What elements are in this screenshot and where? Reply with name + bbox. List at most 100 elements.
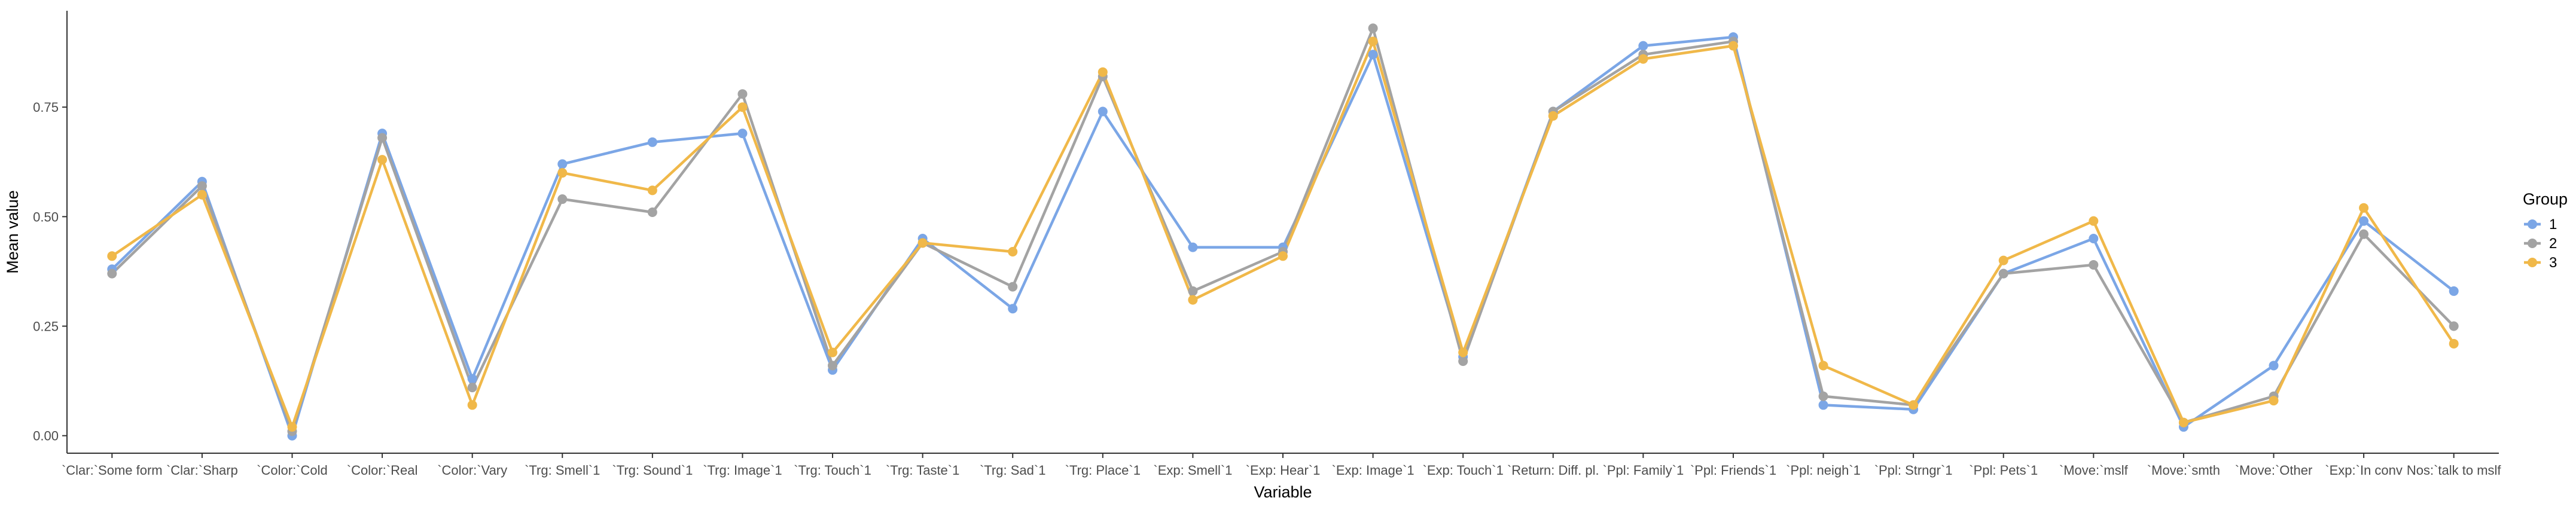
legend-title: Group — [2523, 190, 2568, 208]
x-tick-label: `Trg: Taste`1 — [886, 463, 959, 478]
data-point-1 — [1188, 242, 1198, 252]
x-tick-label: Nos:`talk to mslf — [2407, 463, 2502, 478]
x-tick-label: `Exp: Smell`1 — [1153, 463, 1232, 478]
data-point-1 — [1008, 304, 1018, 314]
legend-key-point-2 — [2528, 239, 2537, 248]
y-axis-ticks: 0.00 0.25 0.50 0.75 — [33, 100, 67, 444]
data-point-3 — [1188, 295, 1198, 305]
data-point-3 — [647, 185, 657, 196]
data-point-3 — [2359, 203, 2369, 213]
x-tick-label: `Color:`Vary — [437, 463, 507, 478]
data-point-1 — [1368, 50, 1378, 60]
data-point-3 — [287, 422, 297, 432]
data-point-2 — [1008, 282, 1018, 292]
data-point-2 — [107, 268, 117, 279]
x-tick-label: `Trg: Smell`1 — [525, 463, 600, 478]
series-lines — [111, 27, 2455, 437]
x-tick-label: `Exp:`In conv — [2325, 463, 2403, 478]
data-point-3 — [2089, 216, 2099, 226]
data-point-2 — [1368, 23, 1378, 33]
y-axis-title: Mean value — [4, 190, 22, 274]
data-point-3 — [1548, 111, 1558, 121]
data-point-3 — [1458, 347, 1468, 358]
x-tick-label: `Move:`Other — [2235, 463, 2313, 478]
x-axis-ticks: `Clar:`Some form `Clar:`Sharp `Color:`Cold… — [62, 453, 2501, 478]
x-tick-label: `Ppl: Pets`1 — [1969, 463, 2038, 478]
legend: Group 1 2 3 — [2523, 190, 2568, 271]
x-tick-label: `Trg: Touch`1 — [794, 463, 871, 478]
data-point-1 — [467, 374, 477, 384]
x-tick-label: `Ppl: Friends`1 — [1690, 463, 1776, 478]
x-tick-label: `Ppl: Strngr`1 — [1874, 463, 1953, 478]
y-tick-label: 0.50 — [33, 209, 59, 224]
data-point-3 — [197, 190, 207, 200]
data-point-2 — [737, 89, 748, 99]
data-point-3 — [1368, 36, 1378, 47]
data-point-1 — [2089, 233, 2099, 243]
data-point-3 — [1098, 67, 1108, 77]
data-point-1 — [1638, 41, 1648, 51]
data-point-3 — [1008, 246, 1018, 256]
data-point-3 — [557, 168, 568, 178]
data-point-2 — [647, 207, 657, 218]
data-point-2 — [2089, 259, 2099, 270]
legend-key-point-1 — [2528, 219, 2537, 229]
y-tick-label: 0.75 — [33, 100, 59, 115]
data-point-1 — [1098, 106, 1108, 117]
data-point-3 — [2178, 417, 2188, 427]
x-tick-label: `Exp: Hear`1 — [1246, 463, 1321, 478]
y-tick-label: 0.25 — [33, 319, 59, 334]
legend-label-1: 1 — [2549, 216, 2557, 233]
data-point-1 — [2269, 361, 2279, 371]
data-point-3 — [1818, 361, 1828, 371]
data-point-3 — [377, 155, 388, 165]
x-tick-label: `Move:`mslf — [2059, 463, 2129, 478]
data-point-1 — [647, 137, 657, 147]
x-tick-label: `Color:`Real — [347, 463, 418, 478]
x-tick-label: `Return: Diff. pl. — [1507, 463, 1599, 478]
data-point-1 — [1818, 400, 1828, 410]
data-point-2 — [1188, 286, 1198, 296]
x-tick-label: `Move:`smth — [2147, 463, 2220, 478]
series-line-3 — [111, 40, 2455, 429]
data-point-3 — [2269, 396, 2279, 406]
data-point-2 — [467, 383, 477, 393]
x-tick-label: `Trg: Sad`1 — [980, 463, 1045, 478]
x-tick-label: `Trg: Place`1 — [1065, 463, 1141, 478]
data-point-2 — [1998, 268, 2008, 279]
data-point-3 — [1998, 255, 2008, 265]
data-point-2 — [2359, 229, 2369, 239]
data-point-1 — [2359, 216, 2369, 226]
data-point-2 — [197, 181, 207, 191]
data-point-3 — [467, 400, 477, 410]
x-tick-label: `Color:`Cold — [257, 463, 328, 478]
y-tick-label: 0.00 — [33, 429, 59, 444]
series-line-1 — [111, 35, 2455, 437]
data-point-3 — [917, 238, 928, 248]
x-tick-label: `Ppl: Family`1 — [1603, 463, 1684, 478]
legend-key-point-3 — [2528, 258, 2537, 267]
data-point-3 — [737, 102, 748, 112]
data-point-3 — [1278, 251, 1288, 261]
data-point-3 — [1909, 400, 1919, 410]
data-point-2 — [1818, 391, 1828, 401]
series-points — [107, 23, 2459, 441]
data-point-3 — [107, 251, 117, 261]
data-point-2 — [2449, 321, 2459, 331]
x-tick-label: `Exp: Touch`1 — [1423, 463, 1504, 478]
data-point-3 — [1638, 54, 1648, 64]
data-point-3 — [2449, 338, 2459, 349]
x-tick-label: `Trg: Sound`1 — [612, 463, 693, 478]
data-point-1 — [737, 129, 748, 139]
series-line-2 — [111, 27, 2455, 433]
axes — [66, 11, 2499, 454]
data-point-2 — [1458, 356, 1468, 367]
data-point-3 — [828, 347, 838, 358]
x-tick-label: `Clar:`Sharp — [166, 463, 238, 478]
data-point-2 — [377, 133, 388, 143]
x-tick-label: `Clar:`Some form — [62, 463, 163, 478]
x-tick-label: `Trg: Image`1 — [703, 463, 782, 478]
x-axis-title: Variable — [1254, 483, 1312, 501]
legend-label-2: 2 — [2549, 236, 2557, 252]
